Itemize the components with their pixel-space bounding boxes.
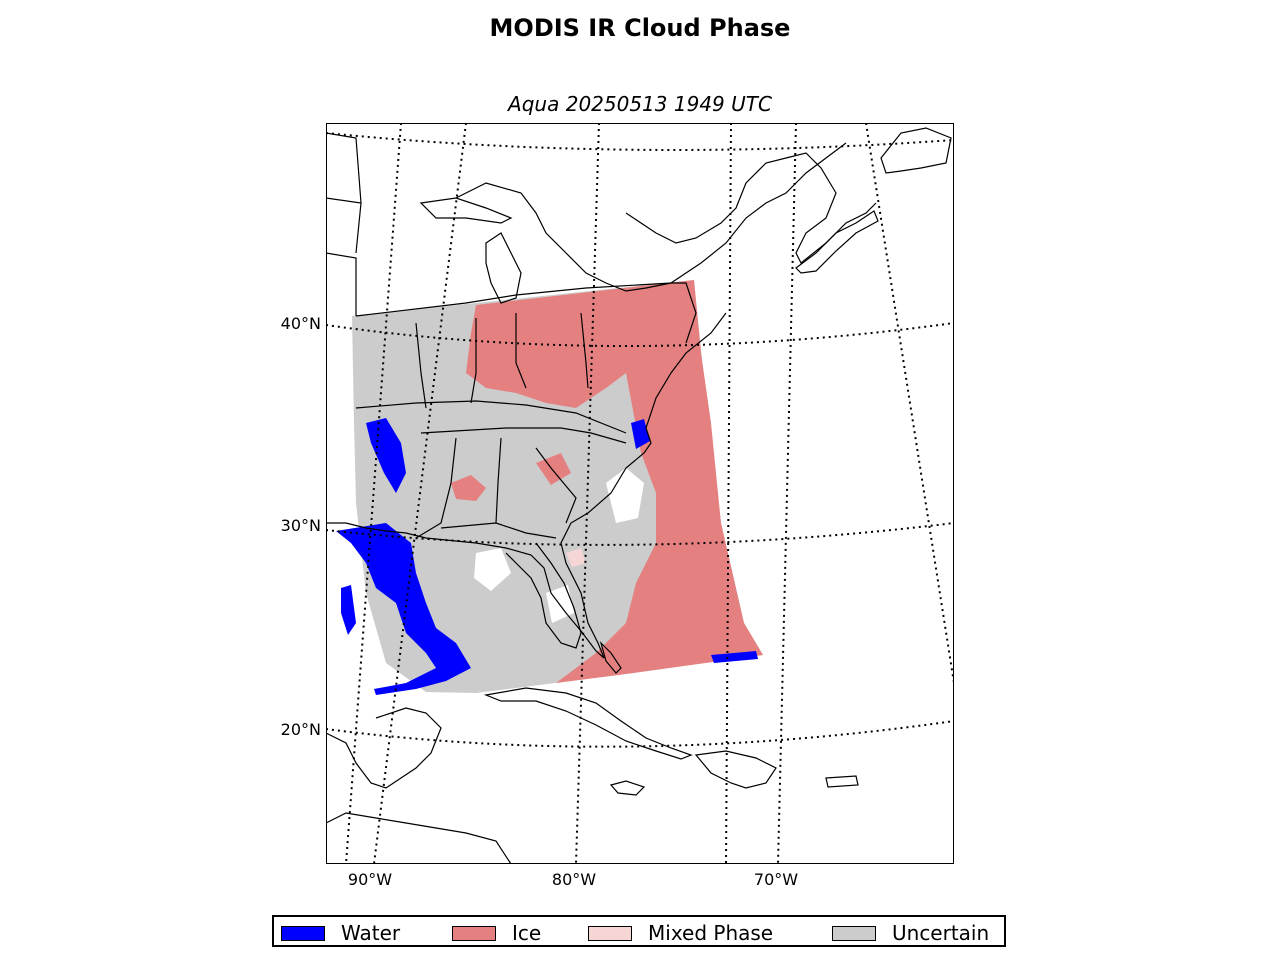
state-lines-5 <box>495 437 502 524</box>
legend-label-water: Water <box>341 921 401 945</box>
parallel-30n <box>326 522 954 546</box>
legend-swatch-water <box>281 925 325 941</box>
state-lines-15 <box>671 282 697 344</box>
coast-cuba <box>483 687 693 760</box>
swath-clear-2 <box>474 548 511 591</box>
coast-michigan-upper <box>419 197 513 224</box>
parallel-45n <box>326 132 954 151</box>
coast-atlantic <box>326 312 727 659</box>
coast-hispaniola <box>694 750 777 789</box>
legend-item-water: Water <box>281 921 401 945</box>
swath-ice-spot <box>451 475 486 501</box>
state-lines-14 <box>326 132 362 204</box>
coast-newfoundland <box>880 127 952 174</box>
state-lines-12 <box>535 447 577 524</box>
chart-subtitle: Aqua 20250513 1949 UTC <box>508 92 772 116</box>
legend-swatch-uncertain <box>832 925 876 941</box>
legend-swatch-mixed-phase <box>588 925 632 941</box>
state-lines-8 <box>515 313 527 389</box>
swath-ice-spot2 <box>536 453 571 485</box>
lon-label-90w: 90°W <box>347 870 393 889</box>
parallel-40n <box>326 322 954 347</box>
map-panel <box>326 123 954 864</box>
swath-clear-1 <box>606 468 644 523</box>
parallel-20n <box>326 720 954 748</box>
lat-label-40n: 40°N <box>280 314 321 333</box>
legend-label-ice: Ice <box>512 921 542 945</box>
legend-label-uncertain: Uncertain <box>892 921 990 945</box>
legend-item-ice: Ice <box>452 921 542 945</box>
lon-label-80w: 80°W <box>551 870 597 889</box>
coast-florida <box>505 542 582 649</box>
state-lines-9 <box>580 312 589 389</box>
swath-mixed <box>566 548 586 567</box>
meridian-85w <box>345 123 402 864</box>
coast-central-america <box>326 812 512 864</box>
swath-water-gulf <box>336 523 471 695</box>
chart-title: MODIS IR Cloud Phase <box>489 14 791 42</box>
coast-great-lakes <box>455 142 847 292</box>
state-lines-13 <box>440 522 557 539</box>
swath-water-coast <box>631 419 650 449</box>
coastlines <box>326 127 952 864</box>
swath-water-sw <box>341 585 356 635</box>
state-lines-2 <box>355 400 627 434</box>
meridian-65w <box>865 123 954 684</box>
graticule <box>326 123 954 864</box>
meridian-90w <box>373 123 467 864</box>
legend-item-mixed-phase: Mixed Phase <box>588 921 774 945</box>
lat-label-20n: 20°N <box>280 720 321 739</box>
coast-bahamas <box>599 640 622 674</box>
swath-water-se <box>711 651 758 663</box>
state-lines-3 <box>420 427 627 444</box>
state-lines-1 <box>355 282 672 317</box>
legend-swatch-ice <box>452 925 496 941</box>
state-lines-6 <box>415 322 427 409</box>
swath-ice-spot3 <box>656 543 684 569</box>
swath-water-west <box>366 418 406 493</box>
coast-puerto-rico <box>825 775 859 788</box>
state-lines-7 <box>470 318 477 404</box>
legend: Water Ice Mixed Phase Uncertain <box>272 915 1006 947</box>
lon-label-70w: 70°W <box>753 870 799 889</box>
coast-nova-scotia <box>795 210 879 274</box>
coast-jamaica <box>609 780 646 796</box>
state-lines-10 <box>326 252 357 316</box>
state-lines-4 <box>415 437 457 539</box>
legend-label-mixed-phase: Mixed Phase <box>648 921 774 945</box>
legend-item-uncertain: Uncertain <box>832 921 990 945</box>
swath-ice-east <box>556 353 763 683</box>
coast-michigan <box>485 232 522 304</box>
lat-label-30n: 30°N <box>280 516 321 535</box>
coast-yucatan <box>326 707 442 789</box>
